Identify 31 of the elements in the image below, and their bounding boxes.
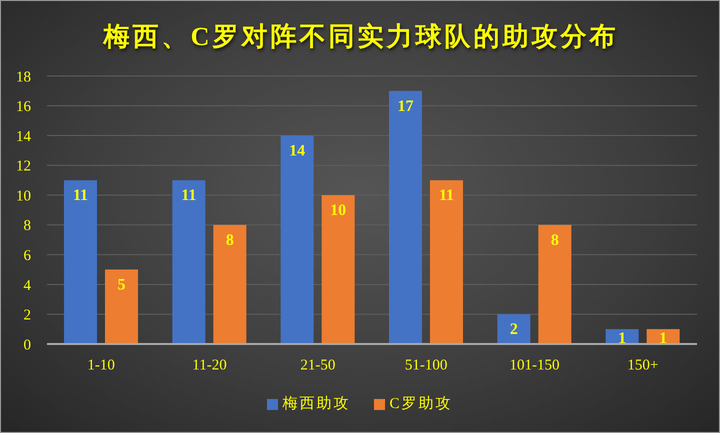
x-tick-label: 101-150 — [510, 358, 560, 374]
data-label: 1 — [659, 330, 668, 347]
x-tick-label: 21-50 — [300, 358, 336, 374]
data-label: 8 — [550, 232, 559, 249]
data-label: 14 — [289, 142, 306, 160]
x-tick-label: 11-20 — [192, 358, 227, 374]
data-label: 5 — [118, 276, 126, 294]
y-tick-label: 2 — [24, 308, 31, 324]
data-label: 8 — [226, 232, 234, 249]
data-label: 2 — [510, 321, 518, 338]
data-label: 11 — [181, 187, 196, 204]
legend-label: C罗助攻 — [389, 395, 452, 413]
data-label: 11 — [72, 187, 88, 204]
y-tick-label: 4 — [24, 278, 32, 294]
x-tick-label: 150+ — [627, 358, 658, 374]
data-label: 11 — [438, 187, 454, 204]
y-tick-label: 12 — [16, 158, 31, 175]
y-tick-label: 6 — [24, 248, 32, 264]
chart-title: 梅西、C罗对阵不同实力球队的助攻分布 — [104, 21, 618, 53]
y-tick-label: 14 — [16, 128, 32, 145]
y-tick-label: 0 — [24, 337, 31, 354]
y-tick-label: 10 — [16, 188, 31, 204]
y-tick-label: 8 — [24, 218, 31, 234]
data-label: 1 — [618, 330, 626, 347]
x-tick-label: 1-10 — [87, 358, 115, 374]
y-tick-label: 18 — [16, 69, 31, 86]
legend-label: 梅西助攻 — [282, 395, 350, 413]
data-label: 10 — [330, 202, 346, 220]
y-tick-label: 16 — [16, 99, 32, 116]
data-label: 17 — [398, 98, 414, 115]
x-tick-label: 51-100 — [404, 358, 448, 374]
